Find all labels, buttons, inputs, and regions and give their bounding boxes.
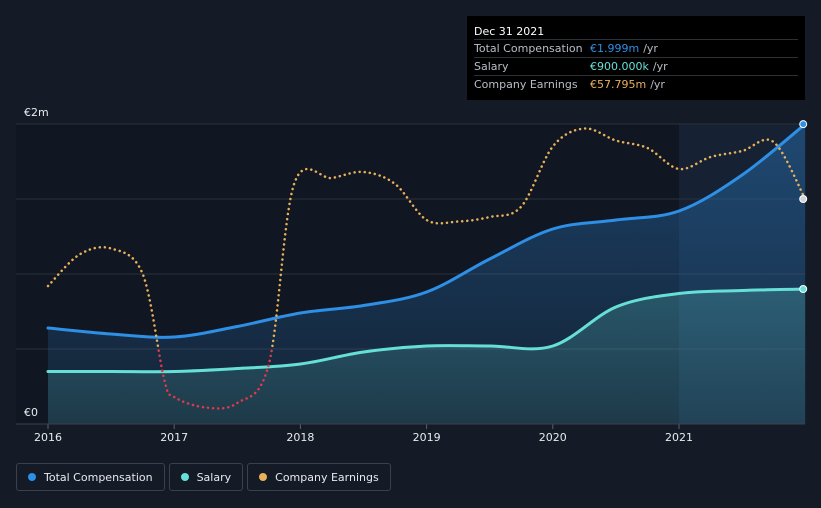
tooltip-row-salary: Salary €900.000k /yr — [474, 57, 798, 75]
legend-dot-icon — [28, 473, 36, 481]
x-tick-label: 2020 — [539, 431, 567, 444]
total-end-marker — [799, 120, 808, 129]
legend-label: Salary — [196, 470, 232, 484]
salary-line[interactable] — [46, 287, 807, 374]
tooltip-row-total: Total Compensation €1.999m /yr — [474, 39, 798, 57]
legend-item-total-compensation[interactable]: Total Compensation — [16, 463, 165, 491]
tooltip-value: €57.795m — [590, 77, 647, 91]
tooltip-label: Company Earnings — [474, 77, 578, 91]
legend-dot-icon — [180, 473, 189, 481]
tooltip-value: €900.000k — [590, 59, 649, 73]
tooltip-unit: /yr — [650, 77, 665, 91]
tooltip-label: Salary — [474, 59, 509, 73]
legend-item-salary[interactable]: Salary — [168, 463, 244, 491]
tooltip-value: €1.999m — [590, 41, 640, 55]
tooltip-label: Total Compensation — [474, 41, 583, 55]
salary-end-marker — [799, 285, 808, 293]
x-axis-ticks: 2016 2017 2018 2019 2020 2021 — [34, 424, 693, 444]
x-tick-label: 2021 — [665, 431, 693, 444]
company-earnings-line-positive — [46, 127, 807, 349]
tooltip-unit: /yr — [643, 41, 658, 55]
data-tooltip: Dec 31 2021 Total Compensation €1.999m /… — [467, 16, 805, 100]
x-tick-label: 2016 — [34, 431, 62, 444]
salary-area — [48, 289, 806, 424]
x-tick-label: 2017 — [160, 431, 188, 444]
tooltip-unit: /yr — [652, 59, 668, 73]
x-tick-label: 2018 — [286, 431, 314, 444]
end-markers — [799, 120, 808, 293]
chart-legend: Total Compensation Salary Company Earnin… — [16, 463, 391, 491]
legend-dot-icon — [259, 473, 268, 481]
legend-label: Total Compensation — [44, 470, 153, 484]
y-tick-top: €2m — [24, 106, 49, 119]
total-compensation-line[interactable] — [46, 122, 807, 339]
company-earnings-line[interactable] — [46, 127, 807, 410]
legend-item-company-earnings[interactable]: Company Earnings — [247, 463, 391, 491]
y-tick-bottom: €0 — [24, 406, 38, 419]
legend-label: Company Earnings — [275, 470, 379, 484]
x-tick-label: 2019 — [413, 431, 441, 444]
tooltip-date: Dec 31 2021 — [474, 25, 545, 38]
earnings-end-marker — [799, 195, 808, 203]
tooltip-row-earnings: Company Earnings €57.795m /yr — [474, 75, 798, 93]
